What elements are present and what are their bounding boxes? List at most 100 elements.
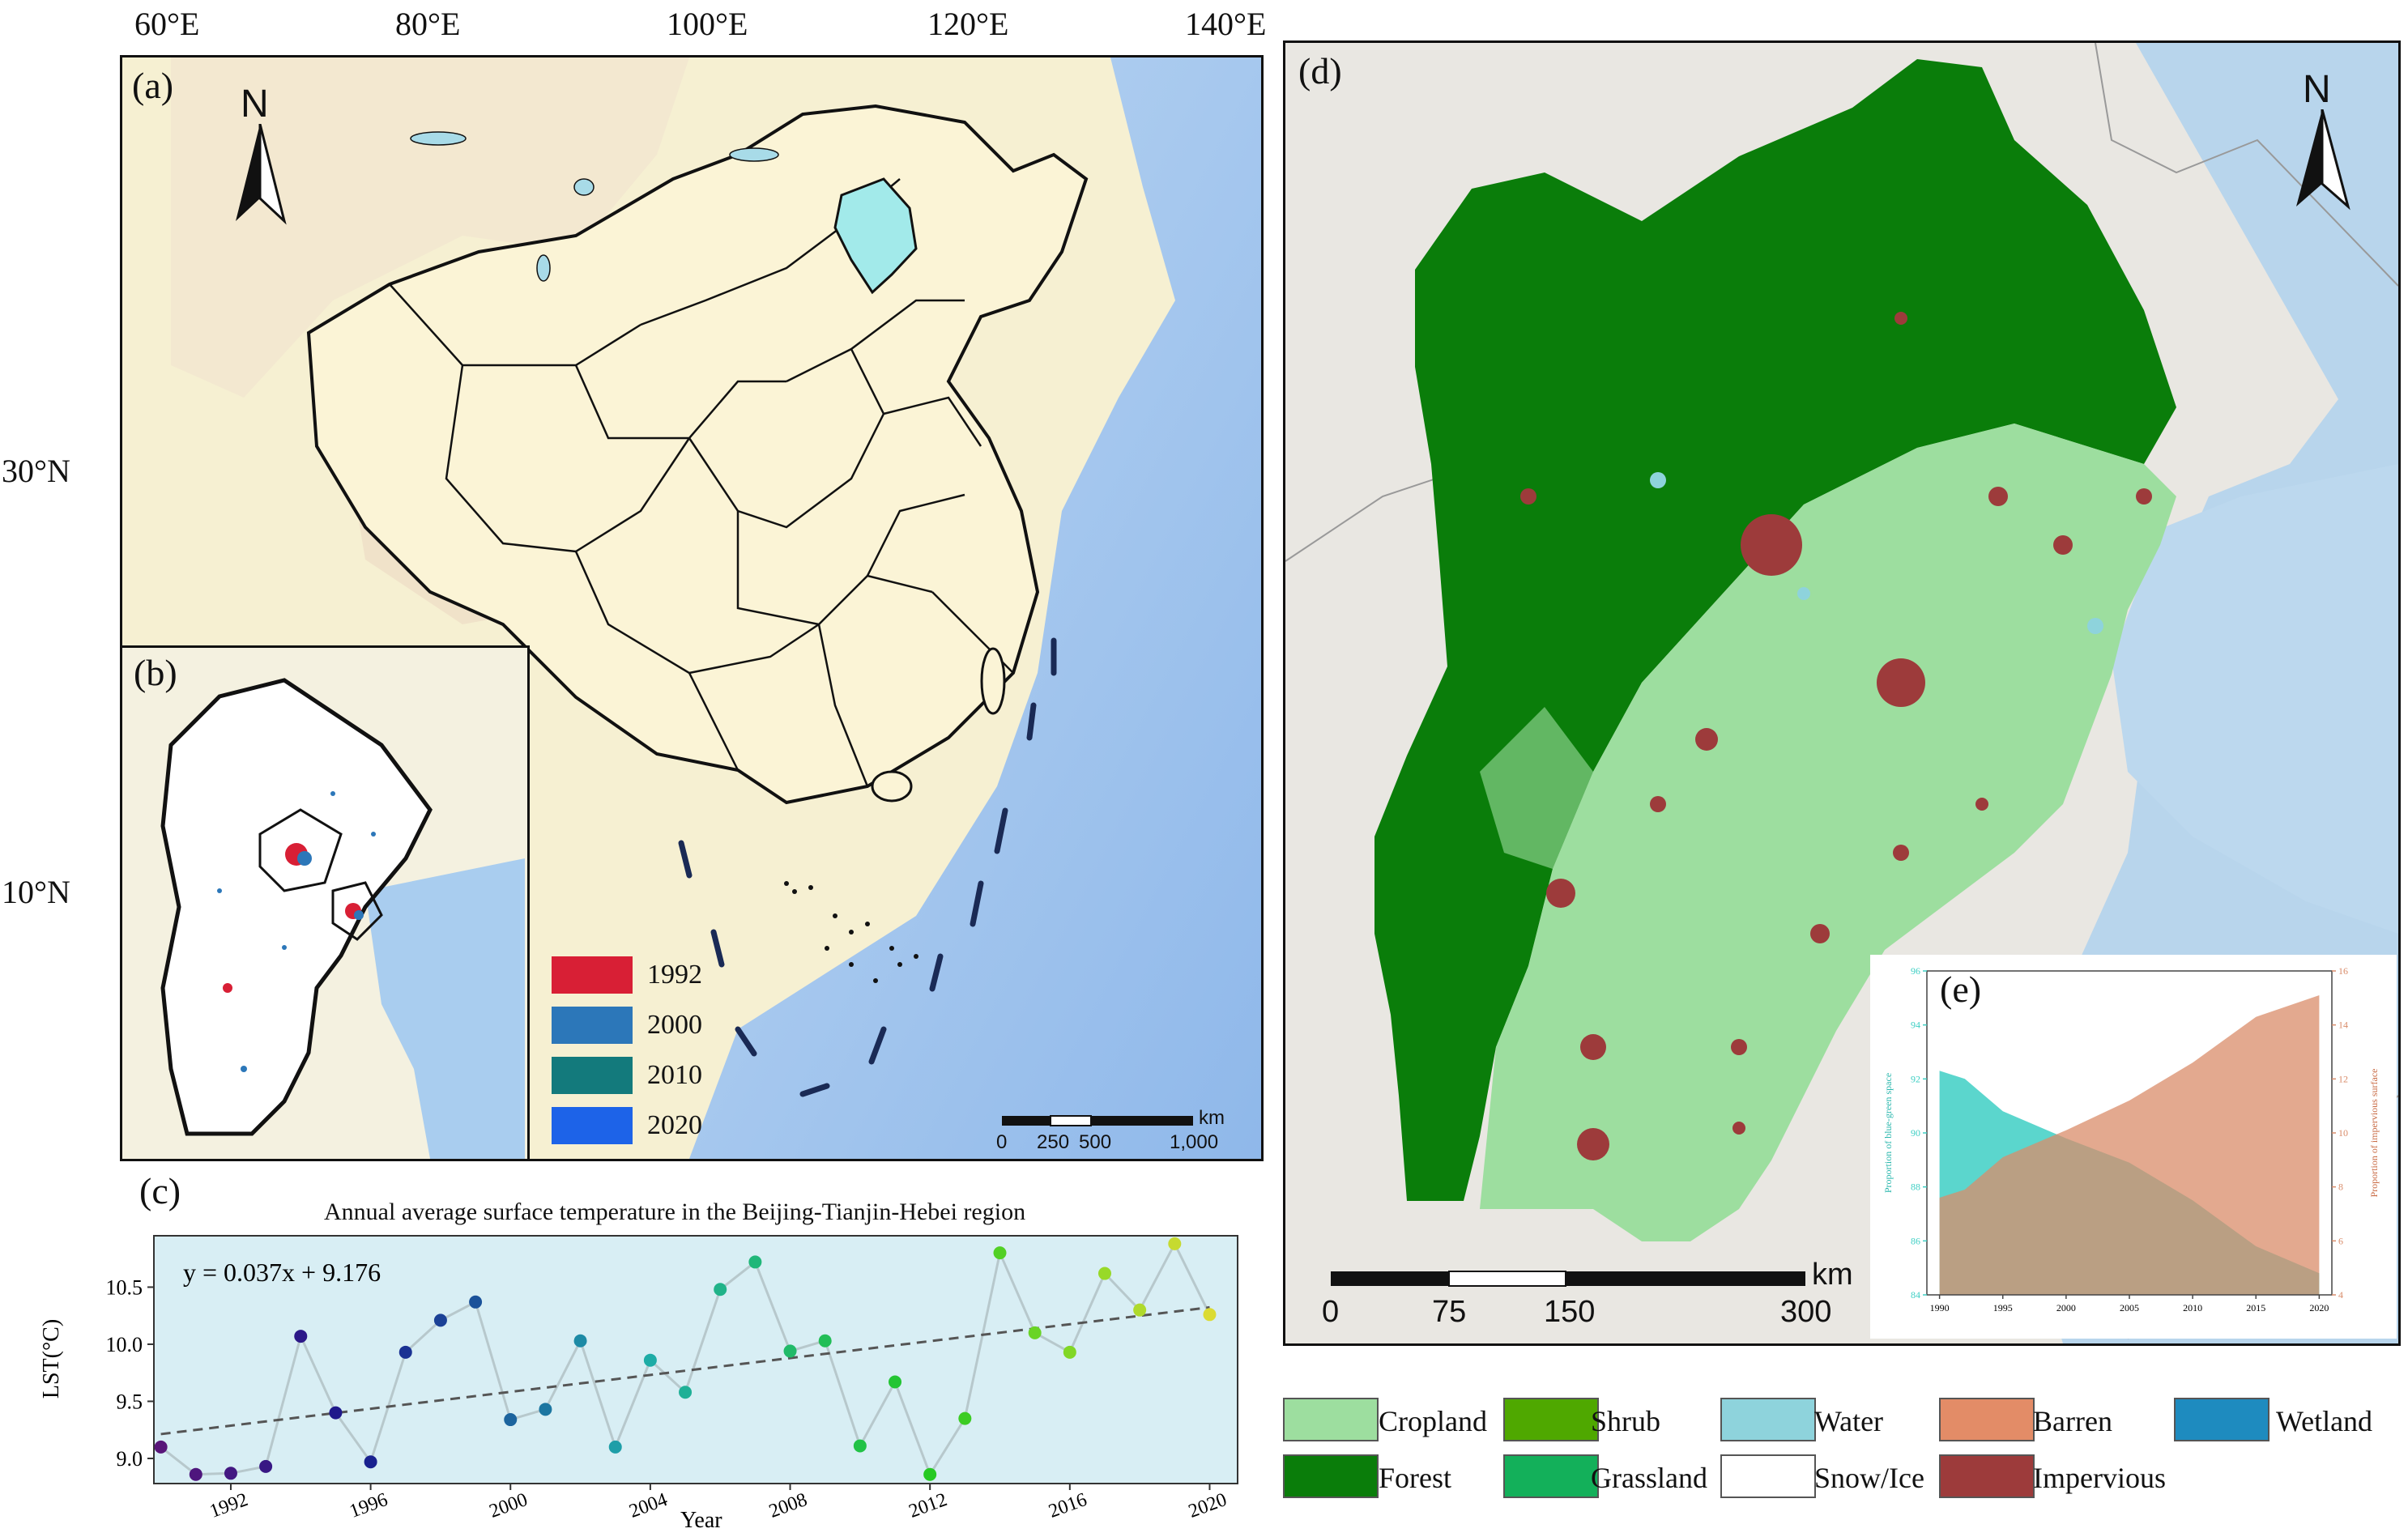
data-point — [573, 1334, 587, 1348]
year-swatch-1992 — [552, 956, 633, 994]
left-tick-label: 86 — [1911, 1235, 1920, 1246]
north-arrow-icon — [236, 124, 287, 225]
data-point — [748, 1255, 762, 1269]
legend-label: Snow/Ice — [1814, 1462, 1924, 1494]
year-label: 1992 — [647, 960, 702, 990]
x-tick-label: 2010 — [2183, 1302, 2202, 1313]
area-chart: 84 86 88 90 92 94 96 4 6 8 10 12 14 16 1990 1995 2000 2… — [1882, 965, 2380, 1313]
north-arrow-icon — [2296, 109, 2350, 211]
urban-patches — [217, 791, 376, 1072]
scale-number: 300 — [1780, 1295, 1832, 1329]
data-point — [679, 1386, 693, 1399]
x-tick-label: 2012 — [906, 1489, 950, 1522]
lon-tick: 140°E — [1185, 6, 1267, 42]
scale-number: 150 — [1544, 1295, 1596, 1329]
sea-area — [689, 57, 1261, 1159]
data-point — [923, 1467, 937, 1481]
scale-number: 0 — [996, 1131, 1008, 1153]
scale-number: 500 — [1079, 1131, 1112, 1153]
legend-label: Shrub — [1591, 1405, 1661, 1437]
panel-a-label: (a) — [132, 65, 174, 106]
x-tick-label: 2020 — [1186, 1489, 1230, 1522]
x-tick-label: 2020 — [2309, 1302, 2329, 1313]
data-point — [154, 1440, 168, 1454]
data-point — [1203, 1308, 1217, 1322]
x-tick-label: 2004 — [626, 1489, 670, 1522]
left-tick-label: 90 — [1911, 1127, 1920, 1139]
north-label: N — [241, 83, 269, 126]
forest-region — [1374, 59, 2176, 1201]
legend-label: Grassland — [1591, 1462, 1707, 1494]
year-label: 2020 — [647, 1110, 702, 1140]
x-tick-label: 2015 — [2246, 1302, 2265, 1313]
x-axis-label: Year — [680, 1508, 722, 1533]
data-point — [1097, 1267, 1111, 1280]
data-point — [958, 1411, 972, 1425]
dash-line — [678, 637, 1057, 1097]
legend-swatch-grassland — [1503, 1454, 1599, 1498]
legend-swatch-barren — [1939, 1398, 2035, 1441]
landcover-legend: Cropland Shrub Water Barren Wetland Fore… — [1283, 1398, 2401, 1527]
panel-e-label: (e) — [1940, 969, 1982, 1010]
data-point — [1133, 1303, 1147, 1317]
y-tick-label: 9.5 — [117, 1390, 143, 1413]
data-point — [1028, 1326, 1042, 1339]
year-label: 2010 — [647, 1060, 702, 1090]
legend-swatch-impervious — [1939, 1454, 2035, 1498]
lakes — [410, 131, 779, 282]
data-point — [433, 1313, 447, 1327]
legend-swatch-wetland — [2174, 1398, 2269, 1441]
data-point — [643, 1353, 657, 1367]
bth-region-highlight — [833, 177, 918, 295]
bohai-sea — [365, 858, 525, 1159]
beijing-outline — [258, 808, 343, 892]
right-tick-label: 4 — [2338, 1289, 2343, 1301]
legend-label: Wetland — [2276, 1405, 2373, 1437]
right-tick-label: 8 — [2338, 1181, 2343, 1193]
scale-bar-a: km 0 250 500 1,000 — [996, 1107, 1244, 1156]
left-tick-label: 94 — [1911, 1020, 1920, 1031]
x-tick-label: 1990 — [1930, 1302, 1950, 1313]
bohai-bay — [2112, 464, 2398, 934]
chart-c-title: Annual average surface temperature in th… — [324, 1199, 1026, 1225]
legend-label: Barren — [2033, 1405, 2112, 1437]
data-point — [1168, 1237, 1182, 1250]
y-tick-label: 10.5 — [106, 1275, 143, 1299]
data-point — [398, 1345, 412, 1359]
data-point — [783, 1344, 797, 1358]
x-tick-label: 1995 — [1993, 1302, 2013, 1313]
lon-tick: 100°E — [667, 6, 748, 42]
panel-b-inset: (b) — [122, 645, 530, 1159]
legend-label: Cropland — [1379, 1405, 1487, 1437]
scale-number: 1,000 — [1170, 1131, 1219, 1153]
legend-swatch-snow-ice — [1720, 1454, 1816, 1498]
lon-tick: 120°E — [927, 6, 1009, 42]
legend-swatch-cropland — [1283, 1398, 1379, 1441]
left-tick-label: 88 — [1911, 1181, 1920, 1193]
scale-number: 75 — [1432, 1295, 1467, 1329]
panel-a-top-ticks: 60°E 80°E 100°E 120°E 140°E — [0, 0, 1267, 49]
scale-number: 0 — [1322, 1295, 1340, 1329]
legend-label: Forest — [1379, 1462, 1451, 1494]
taiwan — [980, 647, 1006, 715]
scale-unit: km — [1812, 1258, 1853, 1292]
panel-d-label: (d) — [1298, 50, 1342, 92]
x-tick-label: 1992 — [207, 1489, 251, 1522]
right-tick-label: 14 — [2338, 1020, 2348, 1031]
data-point — [364, 1455, 377, 1469]
x-tick-label: 2000 — [2056, 1302, 2076, 1313]
data-point — [469, 1295, 483, 1309]
x-tick-label: 2005 — [2120, 1302, 2139, 1313]
data-point — [853, 1439, 867, 1453]
data-point — [993, 1246, 1007, 1260]
year-legend: 1992 2000 2010 2020 — [552, 956, 738, 1159]
x-tick-label: 2016 — [1046, 1489, 1089, 1522]
lat-tick: 30°N — [2, 453, 70, 489]
right-axis-label: Proportion of impervious surface — [2368, 1069, 2380, 1198]
right-tick-label: 16 — [2338, 965, 2348, 977]
data-point — [329, 1406, 343, 1420]
y-tick-label: 10.0 — [106, 1333, 143, 1356]
bth-map-svg — [160, 678, 525, 1159]
lat-tick: 10°N — [2, 874, 70, 910]
